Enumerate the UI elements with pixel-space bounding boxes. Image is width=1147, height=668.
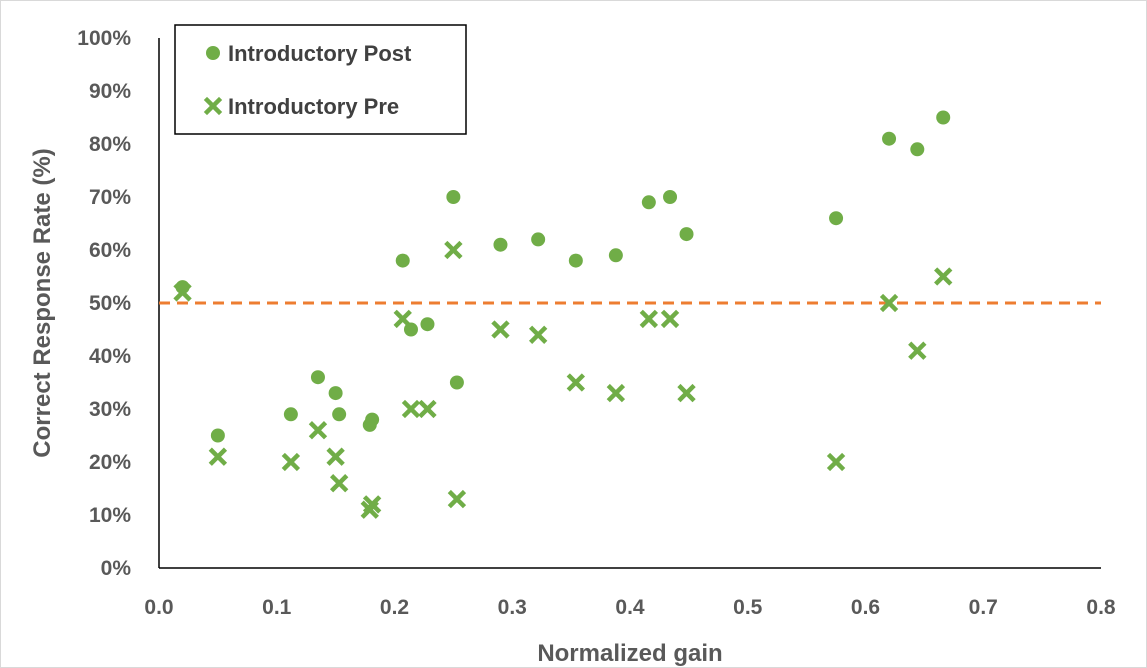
post-point [679,227,694,242]
pre-point [393,309,412,329]
x-tick-label: 0.1 [262,596,292,619]
pre-point [528,325,548,344]
legend-label: Introductory Post [228,41,412,66]
post-point [420,317,435,332]
y-tick-label: 0% [101,557,132,580]
x-tick-label: 0.6 [851,596,880,619]
x-tick-label: 0.5 [733,596,763,619]
post-point [210,428,225,443]
y-tick-label: 20% [89,451,131,474]
x-axis-title: Normalized gain [537,640,722,667]
pre-point [677,383,696,403]
pre-point [362,495,382,514]
legend-circle-marker [206,46,220,60]
post-point [332,407,347,422]
y-tick-label: 40% [89,345,131,368]
post-point [446,190,461,204]
pre-point [934,267,953,286]
pre-point [606,383,626,403]
legend: Introductory Post Introductory Pre [174,24,467,135]
pre-point [447,489,467,509]
pre-point [308,421,328,440]
x-tick-label: 0.2 [380,596,409,619]
post-point [829,211,844,226]
pre-point [660,309,680,329]
legend-label: Introductory Pre [228,94,399,119]
post-point [365,412,380,427]
y-tick-label: 90% [89,80,131,103]
post-point [310,370,325,385]
pre-point [329,474,349,493]
post-point [531,232,546,247]
legend-box [174,24,467,135]
post-point [641,195,656,210]
y-tick-label: 70% [89,186,131,209]
post-point [910,142,925,157]
pre-point [566,373,586,392]
post-point [663,190,678,204]
pre-point [281,452,301,472]
pre-point [879,293,899,313]
legend-x-marker [203,96,223,116]
y-tick-label: 80% [89,133,131,156]
pre-point [908,341,927,360]
post-point [568,253,583,268]
post-point [449,375,464,390]
post-point [493,237,508,252]
pre-point [491,320,510,339]
x-tick-label: 0.0 [144,596,173,619]
pre-point [326,447,345,466]
y-tick-labels: 0% 10% 20% 30% 40% 50% 60% 70% 80% 90% 100% [77,27,131,580]
data-points [173,110,953,519]
post-point [882,131,897,146]
post-point [608,248,623,263]
pre-point [208,447,228,466]
pre-point [401,399,421,419]
pre-point [639,309,659,329]
post-point [283,407,298,422]
x-tick-label: 0.3 [498,596,527,619]
pre-point [418,399,437,419]
y-tick-label: 60% [89,239,131,262]
post-point [403,322,418,337]
x-tick-label: 0.7 [969,596,998,619]
pre-point [444,240,463,260]
y-tick-label: 50% [89,292,131,315]
y-tick-label: 10% [89,504,131,527]
post-point [936,110,951,125]
post-point [395,253,410,268]
pre-point [826,452,846,472]
x-tick-label: 0.4 [615,596,645,619]
post-point [175,280,190,295]
y-tick-label: 30% [89,398,131,421]
y-axis-title: Correct Response Rate (%) [29,148,56,457]
y-tick-label: 100% [77,27,131,50]
x-tick-labels: 0.0 0.1 0.2 0.3 0.4 0.5 0.6 0.7 0.8 [144,596,1116,619]
post-point [328,386,343,401]
x-tick-label: 0.8 [1086,596,1116,619]
